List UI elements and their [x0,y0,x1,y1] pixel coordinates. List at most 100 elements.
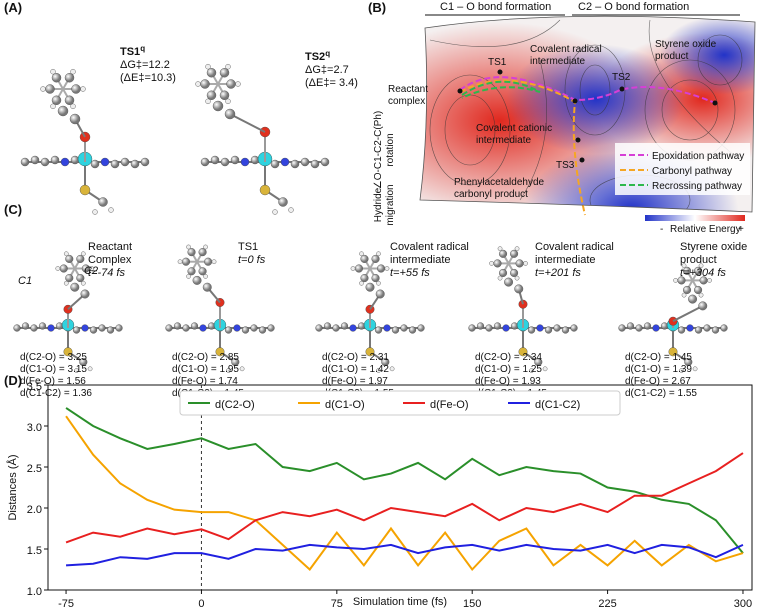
snapshot-title: Complex [88,254,132,266]
atom [220,157,230,167]
atom [534,357,543,367]
atom [376,251,381,257]
point [457,88,463,94]
atom [71,84,81,94]
atom [360,254,369,263]
atom [80,251,86,257]
point-label: complex [388,96,425,107]
atom [120,157,130,167]
atom [684,357,693,367]
atom [20,157,30,167]
atom [272,209,278,215]
atom [698,263,704,269]
y-tick-label: 2.5 [27,463,42,475]
atom [13,324,21,332]
colorbar-label: + [738,224,744,235]
atom [165,324,173,332]
distance: d(C2-O) = 1.45 [625,352,692,363]
atom [63,347,73,357]
atom [515,259,524,268]
atom [205,98,211,105]
atom [89,266,95,271]
distance: d(Fe-O) = 1.56 [20,376,86,387]
atom [50,68,56,75]
atom [270,159,280,169]
atom [186,274,191,279]
axis-label: migration [385,184,396,225]
distance: d(Fe-O) = 1.74 [172,376,238,387]
legend-text: d(C1-C2) [535,399,580,411]
atom [225,98,231,105]
atom [239,366,245,372]
y-tick-label: 2.0 [27,504,42,516]
x-tick-label: 300 [734,598,752,608]
distance: d(C2-O) = 2.31 [322,352,389,363]
atom [187,267,196,276]
snapshot-time: t=+55 fs [390,267,430,279]
snapshot-time: t=-74 fs [88,267,125,279]
atom [76,254,85,263]
y-tick-label: 3.0 [27,422,42,434]
atom [354,264,363,273]
atom [57,105,69,117]
atom [375,289,385,299]
point-label: TS2 [612,72,631,83]
atom [332,324,340,332]
energy: (ΔE‡= 3.4) [305,77,358,89]
atom [226,79,236,89]
atom [186,244,191,250]
x-tick-label: 0 [198,598,204,608]
atom [267,324,275,332]
atom [510,249,519,258]
atom [365,282,375,292]
atom [694,285,703,294]
atom [371,254,380,263]
atom [173,322,182,330]
atom [523,261,528,266]
atom [60,157,70,167]
x-tick-label: 225 [598,598,616,608]
atom [408,326,417,334]
atom [192,275,202,285]
legend-text: Carbonyl pathway [652,166,732,177]
atom [200,157,210,167]
atom [288,207,294,213]
distance: d(C1-O) = 1.42 [322,364,389,375]
atom [241,326,250,334]
atom [514,284,524,294]
atom [203,244,208,250]
snapshot-time: t=+304 fs [680,267,726,279]
atom [181,257,191,266]
point [572,98,578,104]
plot-frame [47,384,753,591]
snapshot-title: Covalent radical [390,241,469,253]
atom [371,274,380,283]
point-label: Covalent radical [530,44,602,55]
series-line [65,452,744,544]
atom [64,95,75,105]
atom [259,184,271,196]
colorbar [645,215,745,221]
atom [570,324,578,332]
snapshot-title: intermediate [390,254,451,266]
atom [681,292,687,298]
atom [391,326,400,334]
atom [497,275,503,281]
energy-surface [420,16,755,213]
atom [360,274,369,283]
atom [518,347,528,357]
atom [59,264,68,273]
colorbar-label: Relative Energy [670,224,741,235]
y-tick-label: 3.5 [27,381,42,393]
legend-text: Recrossing pathway [652,181,742,192]
atom [80,280,86,286]
atom [182,324,190,332]
atom [510,322,519,330]
snapshot-time: t=+201 fs [535,267,581,279]
point-label: TS1 [488,57,507,68]
atom [89,326,98,334]
distance: d(C1-O) = 1.25 [475,364,542,375]
path-points [457,69,718,163]
distance: d(Fe-O) = 2.67 [625,376,691,387]
atom [212,100,224,112]
